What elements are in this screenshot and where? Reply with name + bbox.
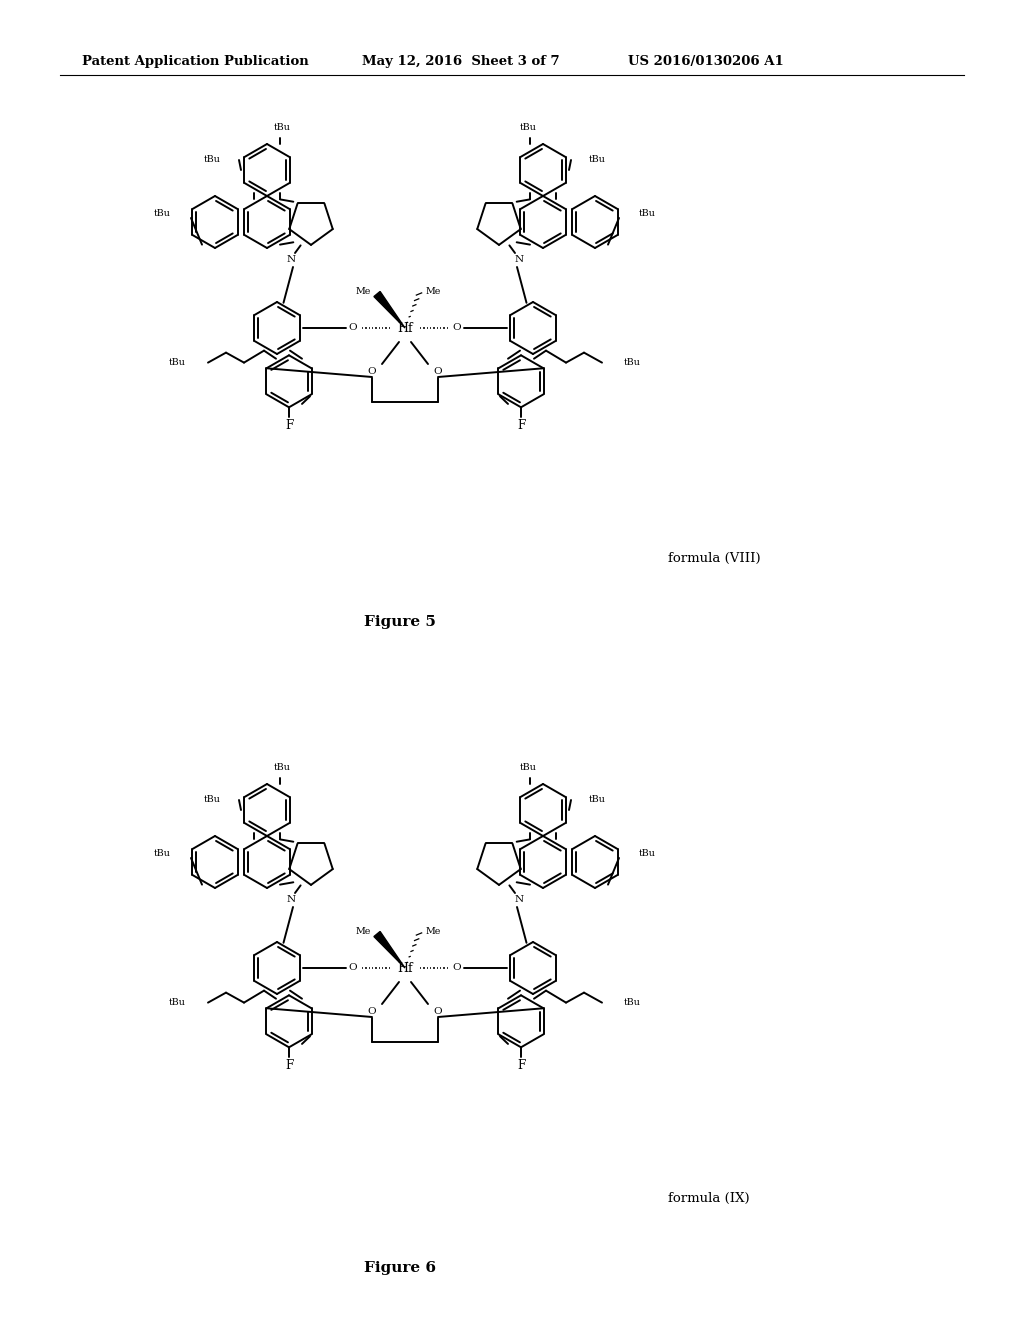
Text: Patent Application Publication: Patent Application Publication <box>82 55 309 69</box>
Text: Hf: Hf <box>397 322 413 334</box>
Text: tBu: tBu <box>155 210 171 219</box>
Text: N: N <box>287 256 296 264</box>
Text: F: F <box>517 418 525 432</box>
Text: O: O <box>434 367 442 376</box>
Text: formula (IX): formula (IX) <box>668 1192 750 1204</box>
Text: O: O <box>453 964 462 973</box>
Text: O: O <box>368 1007 376 1016</box>
Text: tBu: tBu <box>169 358 186 367</box>
Text: tBu: tBu <box>589 796 606 804</box>
Text: N: N <box>287 895 296 904</box>
Polygon shape <box>374 932 406 968</box>
Text: tBu: tBu <box>639 850 656 858</box>
Text: Me: Me <box>425 927 440 936</box>
Text: tBu: tBu <box>624 358 641 367</box>
Text: N: N <box>514 256 523 264</box>
Text: F: F <box>285 418 293 432</box>
Text: Me: Me <box>355 286 371 296</box>
Text: F: F <box>285 1059 293 1072</box>
Text: tBu: tBu <box>273 763 291 772</box>
Text: O: O <box>349 964 357 973</box>
Text: O: O <box>349 323 357 333</box>
Text: tBu: tBu <box>519 763 537 772</box>
Text: Figure 5: Figure 5 <box>365 615 436 630</box>
Text: May 12, 2016  Sheet 3 of 7: May 12, 2016 Sheet 3 of 7 <box>362 55 560 69</box>
Text: tBu: tBu <box>519 124 537 132</box>
Text: Figure 6: Figure 6 <box>364 1261 436 1275</box>
Text: tBu: tBu <box>204 796 221 804</box>
Text: tBu: tBu <box>639 210 656 219</box>
Text: F: F <box>517 1059 525 1072</box>
Text: Me: Me <box>425 286 440 296</box>
Text: tBu: tBu <box>169 998 186 1007</box>
Polygon shape <box>374 292 406 327</box>
Text: tBu: tBu <box>204 156 221 165</box>
Text: tBu: tBu <box>624 998 641 1007</box>
Text: O: O <box>453 323 462 333</box>
Text: tBu: tBu <box>155 850 171 858</box>
Text: US 2016/0130206 A1: US 2016/0130206 A1 <box>628 55 783 69</box>
Text: tBu: tBu <box>273 124 291 132</box>
Text: Hf: Hf <box>397 961 413 974</box>
Text: O: O <box>368 367 376 376</box>
Text: tBu: tBu <box>589 156 606 165</box>
Text: Me: Me <box>355 927 371 936</box>
Text: O: O <box>434 1007 442 1016</box>
Text: formula (VIII): formula (VIII) <box>668 552 761 565</box>
Text: N: N <box>514 895 523 904</box>
